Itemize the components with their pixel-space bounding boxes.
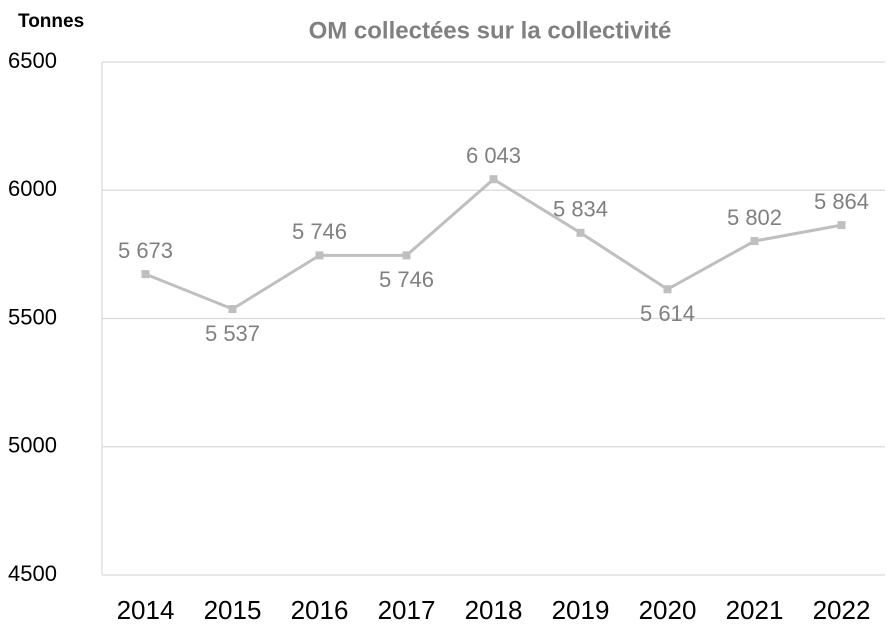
y-tick-label: 4500: [8, 561, 57, 586]
y-tick-label: 5500: [8, 304, 57, 329]
data-label: 6 043: [466, 143, 521, 168]
x-tick-label: 2015: [204, 595, 262, 625]
data-point: [489, 175, 498, 184]
data-point: [750, 237, 759, 246]
data-point: [228, 305, 237, 314]
x-tick-label: 2019: [552, 595, 610, 625]
x-tick-label: 2021: [726, 595, 784, 625]
data-label: 5 746: [292, 219, 347, 244]
data-label: 5 537: [205, 321, 260, 346]
x-tick-label: 2020: [639, 595, 697, 625]
chart-title: OM collectées sur la collectivité: [309, 17, 672, 44]
data-label: 5 614: [640, 301, 695, 326]
data-label: 5 834: [553, 197, 608, 222]
x-tick-label: 2016: [291, 595, 349, 625]
data-point: [663, 285, 672, 294]
data-point: [576, 228, 585, 237]
data-point: [837, 221, 846, 230]
data-label: 5 802: [727, 205, 782, 230]
data-label: 5 673: [118, 238, 173, 263]
data-point: [141, 270, 150, 279]
data-label: 5 864: [814, 189, 869, 214]
data-point: [315, 251, 324, 260]
y-tick-label: 6000: [8, 176, 57, 201]
y-tick-label: 6500: [8, 48, 57, 73]
data-line: [144, 177, 842, 311]
data-point: [402, 251, 411, 260]
x-tick-label: 2014: [117, 595, 175, 625]
y-axis-label: Tonnes: [18, 11, 84, 32]
x-tick-label: 2018: [465, 595, 523, 625]
x-tick-label: 2017: [378, 595, 436, 625]
y-tick-label: 5000: [8, 433, 57, 458]
x-tick-label: 2022: [813, 595, 871, 625]
data-label: 5 746: [379, 267, 434, 292]
